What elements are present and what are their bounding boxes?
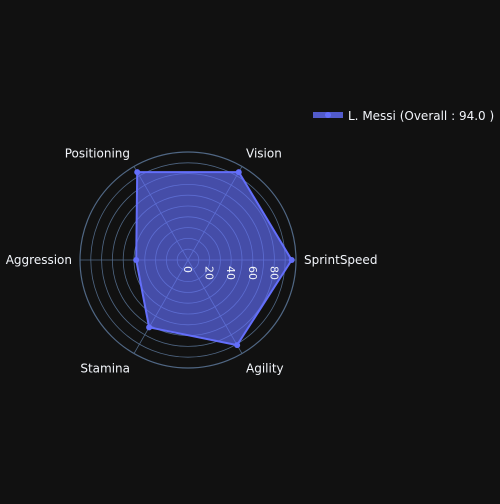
radial-tick-label: 20 bbox=[203, 266, 216, 280]
axis-label: Agility bbox=[246, 361, 284, 375]
axis-label: Vision bbox=[246, 147, 282, 161]
radial-tick-label: 80 bbox=[267, 266, 280, 280]
radar-axis-labels: SprintSpeed Agility Stamina Aggression Posit… bbox=[6, 147, 378, 376]
axis-label: Stamina bbox=[80, 361, 130, 375]
legend[interactable]: L. Messi (Overall : 94.0 ) bbox=[313, 109, 494, 123]
axis-label: SprintSpeed bbox=[304, 253, 377, 267]
radial-tick-label: 0 bbox=[181, 266, 194, 273]
series-point[interactable] bbox=[234, 342, 241, 349]
axis-label: Positioning bbox=[65, 147, 130, 161]
radar-radial-ticks: 0 20 40 60 80 bbox=[181, 266, 280, 280]
axis-label: Aggression bbox=[6, 253, 72, 267]
legend-label: L. Messi (Overall : 94.0 ) bbox=[348, 109, 494, 123]
series-point[interactable] bbox=[288, 257, 295, 263]
legend-marker-icon bbox=[325, 112, 331, 118]
series-point[interactable] bbox=[146, 324, 153, 331]
series-point[interactable] bbox=[133, 257, 140, 263]
radial-tick-label: 60 bbox=[246, 266, 259, 280]
radial-tick-label: 40 bbox=[224, 266, 237, 280]
radar-series bbox=[133, 169, 295, 349]
series-area bbox=[135, 171, 293, 347]
series-point[interactable] bbox=[235, 169, 242, 176]
series-point[interactable] bbox=[134, 169, 141, 176]
